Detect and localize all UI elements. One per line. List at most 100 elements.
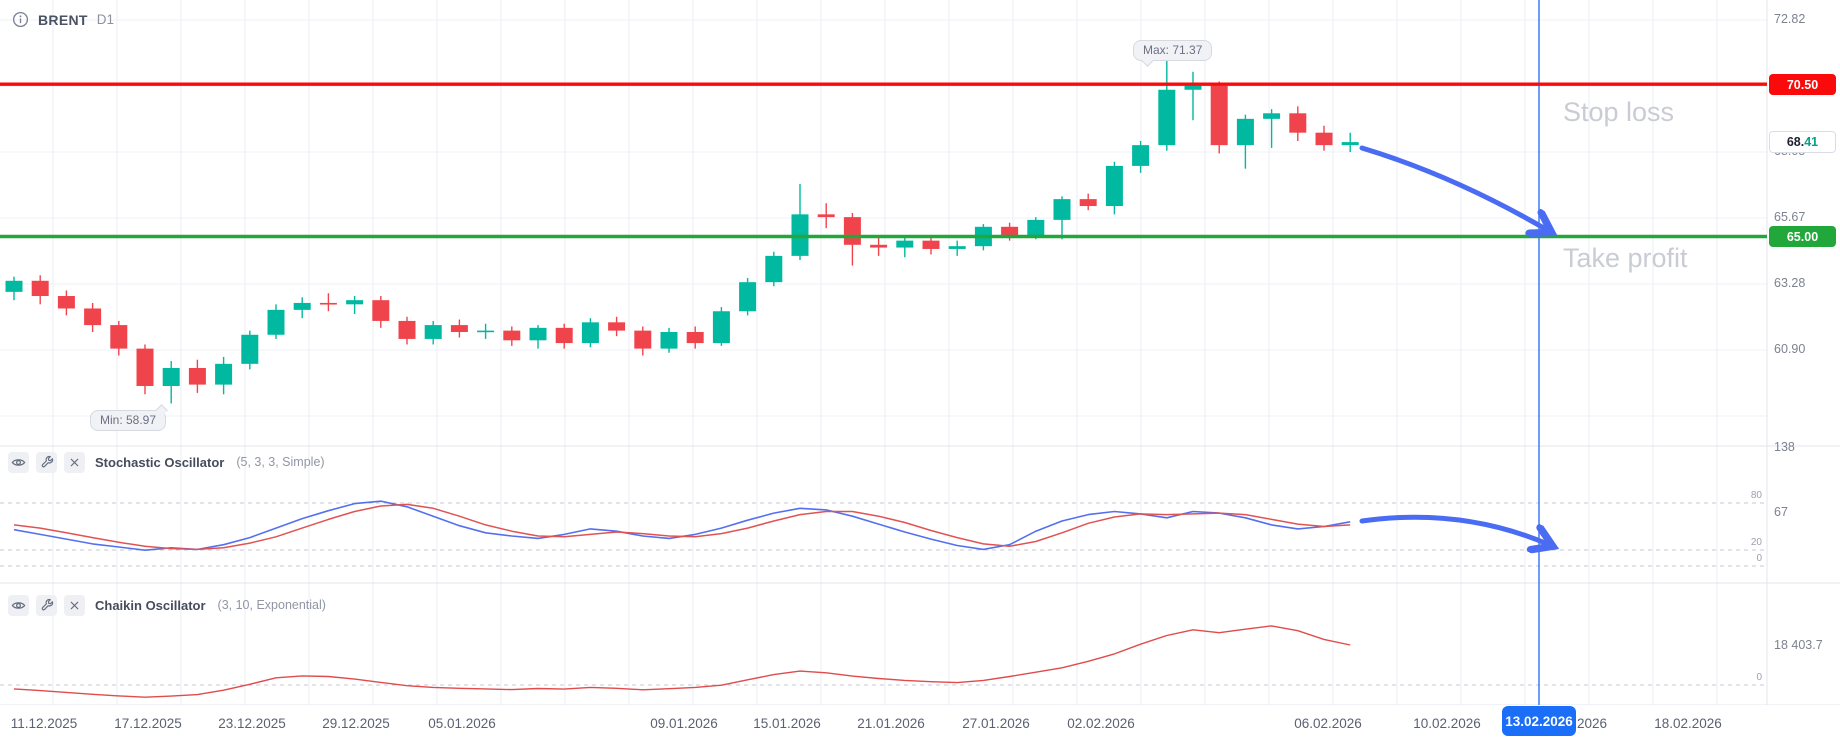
candle-body bbox=[529, 327, 547, 341]
y-axis-label: 60.90 bbox=[1774, 342, 1806, 356]
indicator-axis-label: 138 bbox=[1774, 440, 1795, 454]
candle-body bbox=[215, 363, 233, 385]
stochastic-k-line bbox=[13, 500, 1351, 552]
info-icon[interactable] bbox=[12, 11, 29, 28]
candle-body bbox=[424, 325, 442, 339]
candle-body bbox=[57, 296, 75, 309]
x-axis-label: 29.12.2025 bbox=[322, 716, 390, 731]
candle-body bbox=[1158, 89, 1176, 146]
x-axis-label: 27.01.2026 bbox=[962, 716, 1030, 731]
chaikin-line bbox=[13, 625, 1351, 698]
x-axis-label: 06.02.2026 bbox=[1294, 716, 1362, 731]
candle-body bbox=[817, 214, 835, 218]
candle-body bbox=[346, 300, 364, 305]
y-axis-label: 72.82 bbox=[1774, 12, 1806, 26]
candle-body bbox=[1341, 142, 1359, 146]
candle-body bbox=[188, 367, 206, 385]
candle-body bbox=[1105, 165, 1123, 207]
candle-body bbox=[1289, 113, 1307, 133]
x-axis-label-partial: 2026 bbox=[1577, 716, 1608, 731]
stochastic-params: (5, 3, 3, Simple) bbox=[236, 455, 325, 469]
x-axis-label: 02.02.2026 bbox=[1067, 716, 1135, 731]
candle-body bbox=[1001, 226, 1019, 236]
x-axis-label: 17.12.2025 bbox=[114, 716, 182, 731]
chaikin-title: Chaikin Oscillator bbox=[95, 597, 206, 613]
x-axis-label: 23.12.2025 bbox=[218, 716, 286, 731]
stochastic-title: Stochastic Oscillator bbox=[95, 454, 225, 470]
min-price-tooltip: Min: 58.97 bbox=[90, 404, 168, 431]
symbol-name: BRENT bbox=[38, 11, 88, 28]
y-axis-label: 63.28 bbox=[1774, 276, 1806, 290]
level-label: 20 bbox=[1750, 537, 1762, 548]
candle-body bbox=[739, 282, 757, 312]
candle-body bbox=[870, 244, 888, 248]
chaikin-params: (3, 10, Exponential) bbox=[217, 598, 326, 612]
take-profit-price-badge[interactable]: 65.00 bbox=[1769, 226, 1836, 247]
candle-body bbox=[1132, 145, 1150, 166]
candles bbox=[5, 60, 1359, 404]
x-axis-label: 05.01.2026 bbox=[428, 716, 496, 731]
level-label: 80 bbox=[1750, 490, 1762, 501]
candle-body bbox=[372, 300, 390, 321]
candle-body bbox=[398, 320, 416, 339]
eye-icon[interactable] bbox=[8, 594, 29, 616]
indicator-level-lines bbox=[0, 502, 1767, 686]
take-profit-watermark: Take profit bbox=[1563, 243, 1688, 273]
candle-body bbox=[686, 332, 704, 344]
wrench-icon[interactable] bbox=[36, 451, 57, 473]
wrench-icon[interactable] bbox=[36, 594, 57, 616]
candle-body bbox=[1236, 118, 1254, 146]
projection-arrow-stochastic bbox=[1359, 514, 1550, 545]
candle-body bbox=[84, 308, 102, 326]
max-price-tooltip: Max: 71.37 bbox=[1133, 40, 1213, 67]
candle-body bbox=[608, 322, 626, 331]
candle-body bbox=[110, 325, 128, 349]
candle-body bbox=[555, 327, 573, 344]
candle-body bbox=[293, 302, 311, 310]
x-axis-label: 15.01.2026 bbox=[753, 716, 821, 731]
candle-body bbox=[581, 322, 599, 344]
grid-vertical bbox=[52, 0, 1718, 705]
future-date-badge: 13.02.2026 bbox=[1502, 706, 1576, 736]
candle-body bbox=[136, 348, 154, 386]
y-axis-label: 65.67 bbox=[1774, 210, 1806, 224]
candle-body bbox=[1079, 199, 1097, 207]
x-axis-label: 09.01.2026 bbox=[650, 716, 718, 731]
candle-body bbox=[1184, 85, 1202, 90]
candle-body bbox=[241, 334, 259, 364]
candle-body bbox=[162, 367, 180, 386]
candle-body bbox=[1315, 132, 1333, 146]
candle-body bbox=[712, 311, 730, 344]
eye-icon[interactable] bbox=[8, 451, 29, 473]
candle-body bbox=[450, 325, 468, 333]
close-icon[interactable] bbox=[64, 451, 85, 473]
x-axis-label: 18.02.2026 bbox=[1654, 716, 1722, 731]
grid-horizontal bbox=[0, 19, 1767, 417]
stochastic-d-line bbox=[13, 503, 1351, 551]
projection-arrow-price bbox=[1359, 145, 1549, 231]
x-axis-label: 11.12.2025 bbox=[10, 716, 78, 731]
symbol-header: BRENT D1 bbox=[12, 11, 114, 28]
candle-body bbox=[948, 246, 966, 249]
level-label: 0 bbox=[1756, 672, 1762, 683]
candle-body bbox=[31, 280, 49, 297]
level-label: 0 bbox=[1756, 553, 1762, 564]
candle-body bbox=[765, 255, 783, 283]
candle-body bbox=[319, 302, 337, 305]
chaikin-header: Chaikin Oscillator (3, 10, Exponential) bbox=[8, 594, 326, 616]
candle-body bbox=[503, 330, 521, 341]
candle-body bbox=[1053, 199, 1071, 220]
candle-body bbox=[1027, 219, 1045, 236]
candle-body bbox=[843, 217, 861, 245]
candle-body bbox=[896, 240, 914, 248]
close-icon[interactable] bbox=[64, 594, 85, 616]
candle-body bbox=[922, 240, 940, 249]
candle-body bbox=[634, 330, 652, 349]
candle-body bbox=[477, 330, 495, 333]
stochastic-header: Stochastic Oscillator (5, 3, 3, Simple) bbox=[8, 451, 325, 473]
stop-loss-price-badge[interactable]: 70.50 bbox=[1769, 74, 1836, 95]
candle-body bbox=[660, 332, 678, 349]
candle-body bbox=[267, 309, 285, 335]
